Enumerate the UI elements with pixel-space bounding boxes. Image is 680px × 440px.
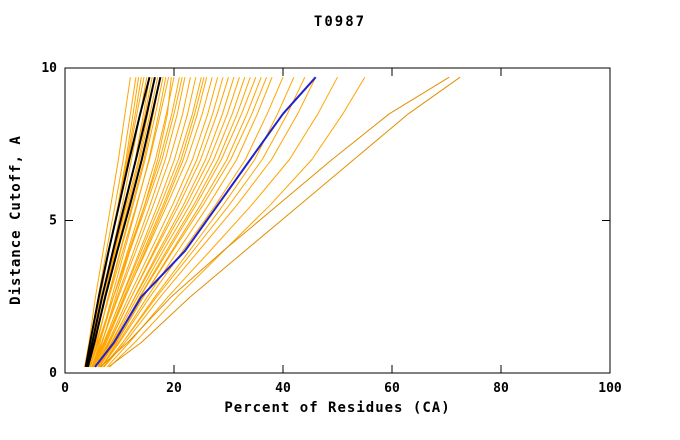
series-m34 <box>103 76 317 368</box>
y-tick-label: 0 <box>49 366 57 381</box>
series-m20 <box>95 77 219 368</box>
series-m40 <box>89 77 183 368</box>
y-axis-label: Distance Cutoff, A <box>8 135 24 305</box>
series-m35 <box>106 76 338 368</box>
series-m22 <box>95 77 229 368</box>
series-m29 <box>98 77 268 368</box>
series-m17 <box>92 77 202 368</box>
series-m30 <box>101 77 273 368</box>
chart-title: T0987 <box>313 14 367 30</box>
x-tick-label: 40 <box>275 381 291 396</box>
series-reference-1 <box>84 76 151 368</box>
x-tick-label: 80 <box>493 381 509 396</box>
series-outlier-2 <box>100 76 450 368</box>
y-tick-label: 10 <box>41 61 57 76</box>
series-reference-2 <box>85 76 156 368</box>
series-highlight-model <box>94 76 317 368</box>
series-m31 <box>101 77 284 368</box>
series-m28 <box>101 77 262 368</box>
series-reference-3 <box>86 76 162 368</box>
x-tick-label: 20 <box>166 381 182 396</box>
x-tick-label: 100 <box>598 381 622 396</box>
series-m15 <box>91 77 191 368</box>
series-m18 <box>95 77 208 368</box>
x-tick-label: 0 <box>61 381 69 396</box>
series-m09 <box>87 77 170 368</box>
series-outlier-1 <box>108 76 461 368</box>
series-m25 <box>98 77 246 368</box>
x-tick-label: 60 <box>384 381 400 396</box>
series-m10 <box>91 77 175 368</box>
series-m01 <box>84 77 131 367</box>
x-axis-label: Percent of Residues (CA) <box>224 400 451 416</box>
series-m33 <box>102 76 306 368</box>
y-tick-label: 5 <box>49 214 57 229</box>
series-m42 <box>93 77 205 368</box>
series-m24 <box>97 77 240 368</box>
series-m39 <box>90 77 161 368</box>
series-m36 <box>109 76 366 368</box>
